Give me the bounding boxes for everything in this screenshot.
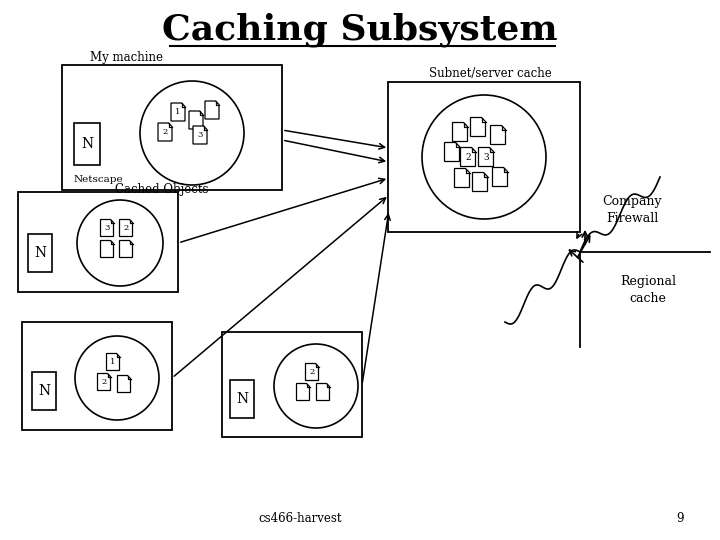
Polygon shape — [171, 103, 185, 121]
Text: N: N — [236, 392, 248, 406]
Polygon shape — [158, 123, 172, 141]
Polygon shape — [101, 240, 114, 258]
Text: cs466-harvest: cs466-harvest — [258, 511, 342, 524]
Text: N: N — [81, 137, 93, 151]
Bar — [388, 82, 580, 232]
Bar — [74, 123, 100, 165]
Polygon shape — [452, 123, 467, 141]
Text: Firewall: Firewall — [606, 212, 658, 225]
Text: 1: 1 — [110, 358, 116, 366]
Polygon shape — [107, 354, 120, 370]
Bar — [222, 332, 362, 437]
Polygon shape — [490, 125, 505, 145]
Polygon shape — [492, 167, 508, 186]
Polygon shape — [317, 383, 330, 401]
Text: 9: 9 — [676, 511, 684, 524]
Text: Caching Subsystem: Caching Subsystem — [162, 13, 558, 47]
Text: Company: Company — [602, 195, 662, 208]
Polygon shape — [97, 374, 110, 390]
Text: Netscape: Netscape — [74, 176, 124, 185]
Polygon shape — [472, 172, 487, 192]
Polygon shape — [461, 147, 475, 166]
Polygon shape — [444, 143, 459, 161]
Polygon shape — [101, 219, 114, 237]
Bar — [18, 192, 178, 292]
Bar — [22, 322, 172, 430]
Polygon shape — [189, 111, 203, 129]
Text: 3: 3 — [483, 152, 489, 161]
Bar — [230, 380, 254, 418]
Polygon shape — [205, 101, 219, 119]
Text: N: N — [34, 246, 46, 260]
Text: Regional: Regional — [620, 275, 676, 288]
Polygon shape — [120, 240, 132, 258]
Text: Subnet/server cache: Subnet/server cache — [428, 66, 552, 79]
Bar — [28, 234, 52, 272]
Text: N: N — [38, 384, 50, 398]
Bar — [62, 65, 282, 190]
Text: 1: 1 — [175, 108, 181, 116]
Polygon shape — [305, 363, 318, 381]
Polygon shape — [117, 375, 130, 393]
Polygon shape — [297, 383, 310, 401]
Polygon shape — [120, 219, 132, 237]
Text: Cached Objects: Cached Objects — [115, 184, 209, 197]
Polygon shape — [479, 147, 493, 166]
Polygon shape — [454, 168, 469, 187]
Text: 2: 2 — [465, 152, 471, 161]
Text: 2: 2 — [102, 378, 107, 386]
Text: 2: 2 — [123, 224, 129, 232]
Text: 2: 2 — [310, 368, 315, 376]
Text: 3: 3 — [197, 131, 203, 139]
Polygon shape — [470, 118, 485, 137]
Polygon shape — [193, 126, 207, 144]
Bar — [32, 372, 56, 410]
Text: cache: cache — [629, 292, 667, 305]
Text: My machine: My machine — [90, 51, 163, 64]
Text: 2: 2 — [163, 128, 168, 136]
Text: 3: 3 — [104, 224, 109, 232]
